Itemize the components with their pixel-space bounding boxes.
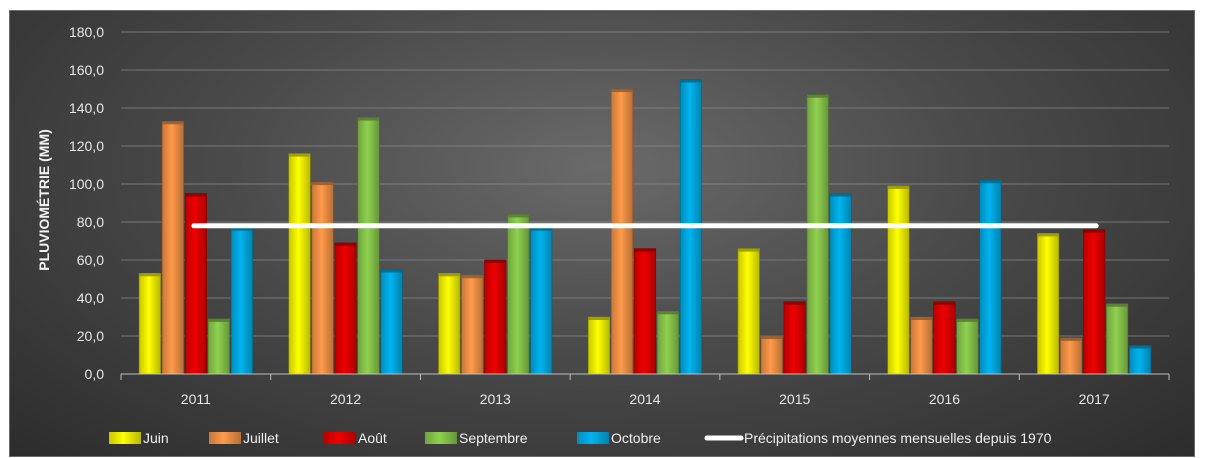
y-axis-title: PLUVIOMÉTRIE (MM) — [36, 129, 52, 271]
y-tick-label: 180,0 — [69, 24, 104, 40]
y-tick-label: 20,0 — [77, 328, 104, 344]
y-tick-label: 40,0 — [77, 290, 104, 306]
legend-swatch — [324, 432, 356, 444]
legend-label: Précipitations moyennes mensuelles depui… — [744, 430, 1052, 446]
x-tick-label: 2011 — [181, 391, 211, 407]
bar — [184, 193, 207, 375]
legend-item: Juillet — [209, 430, 279, 446]
legend-swatch — [425, 432, 457, 444]
y-tick-label: 60,0 — [77, 252, 104, 268]
bar — [1083, 229, 1106, 375]
bar — [656, 310, 680, 375]
bar — [311, 181, 334, 375]
bar — [334, 242, 357, 375]
bar — [207, 318, 230, 375]
legend-label: Octobre — [611, 430, 661, 446]
legend-label: Juin — [143, 430, 169, 446]
bar — [1060, 337, 1083, 375]
y-tick-label: 160,0 — [69, 62, 104, 78]
bar — [829, 193, 852, 375]
legend-item: Octobre — [577, 430, 661, 446]
bar — [357, 117, 380, 375]
legend-label: Juillet — [243, 430, 279, 446]
bar — [910, 316, 933, 375]
bar — [587, 316, 611, 375]
bar — [1129, 345, 1152, 375]
legend-item: Septembre — [425, 430, 528, 446]
x-tick-label: 2013 — [480, 391, 511, 407]
bar — [530, 227, 553, 375]
y-tick-label: 120,0 — [69, 138, 104, 154]
bar — [737, 248, 760, 375]
legend: Juin Juillet Août Septembre Octobre Précipita… — [109, 430, 1052, 446]
bar — [161, 121, 184, 375]
x-tick-label: 2014 — [629, 391, 660, 407]
y-tick-label: 100,0 — [69, 176, 104, 192]
bar — [783, 301, 806, 375]
bar — [933, 301, 956, 375]
x-tick-label: 2012 — [330, 391, 361, 407]
y-tick-label: 80,0 — [77, 214, 104, 230]
legend-label: Août — [358, 430, 387, 446]
bar — [1037, 233, 1060, 375]
legend-swatch — [577, 432, 609, 444]
legend-item: Juin — [109, 430, 169, 446]
bar — [461, 274, 484, 375]
bar — [380, 269, 403, 375]
bar — [230, 227, 253, 375]
legend-label: Septembre — [459, 430, 528, 446]
x-tick-label: 2017 — [1079, 391, 1110, 407]
bar — [507, 214, 530, 375]
bar — [979, 179, 1002, 375]
legend-swatch — [209, 432, 241, 444]
legend-swatch — [109, 432, 141, 444]
x-tick-label: 2015 — [779, 391, 810, 407]
bar — [610, 88, 634, 375]
bar — [438, 272, 461, 375]
y-tick-label: 0,0 — [85, 366, 105, 382]
legend-item: Précipitations moyennes mensuelles depui… — [704, 430, 1052, 446]
y-tick-labels: 0,0 20,0 40,0 60,0 80,0 100,0 120,0 140,0 160,0 1… — [69, 24, 104, 382]
x-tick-label: 2016 — [929, 391, 960, 407]
bar — [887, 185, 910, 375]
bar — [288, 153, 311, 375]
bars — [138, 79, 1152, 375]
bar — [138, 272, 161, 375]
x-axis: 2011 2012 2013 2014 2015 2016 2017 — [120, 373, 1170, 407]
bar — [633, 248, 657, 375]
bar — [760, 335, 783, 375]
bar — [806, 94, 829, 375]
bar — [956, 318, 979, 375]
bar — [484, 259, 507, 375]
legend-item: Août — [324, 430, 387, 446]
bar — [1106, 303, 1129, 375]
y-tick-label: 140,0 — [69, 100, 104, 116]
